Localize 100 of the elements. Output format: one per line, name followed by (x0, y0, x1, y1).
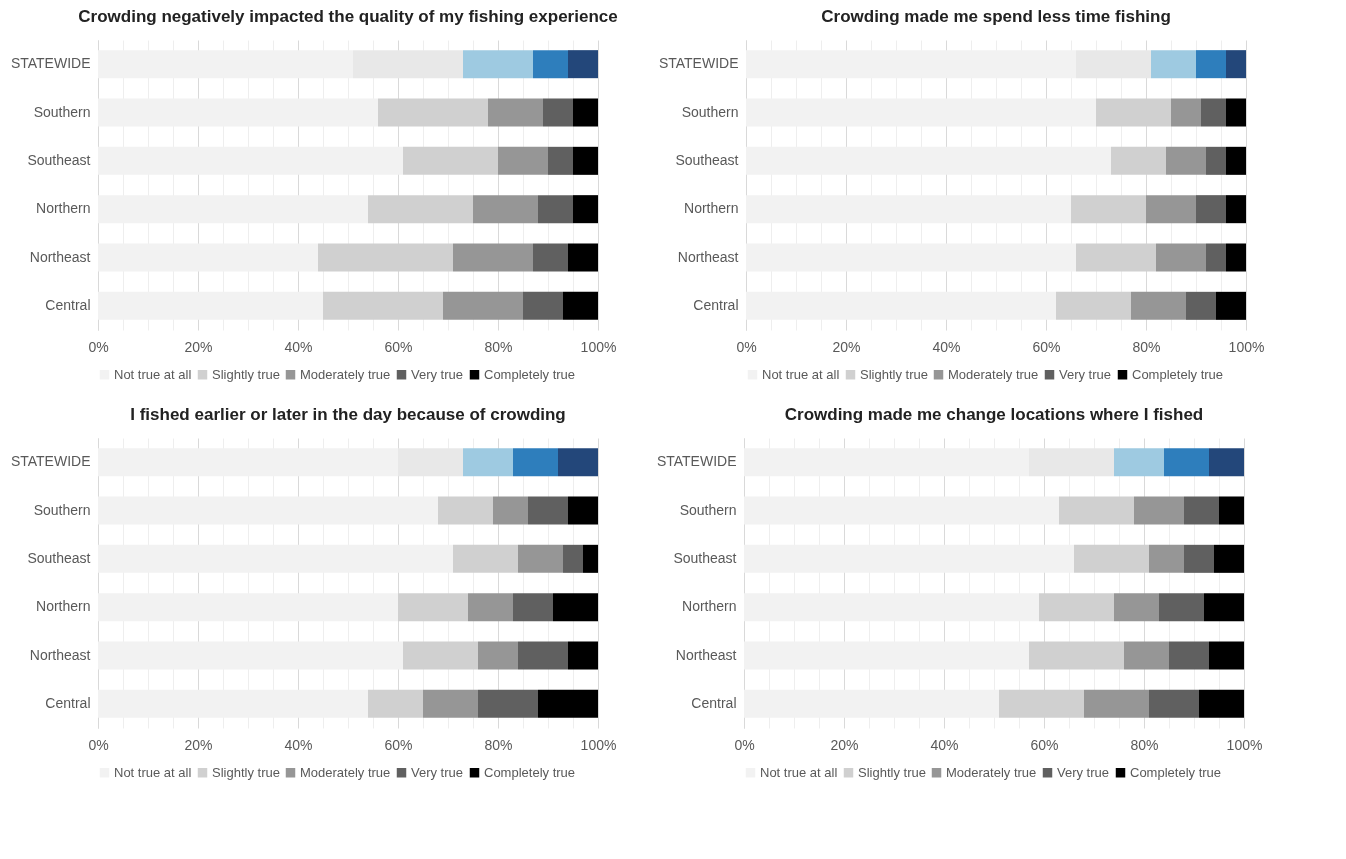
bar (583, 544, 598, 573)
bar (1134, 496, 1184, 525)
x-tick-label: 40% (284, 736, 313, 753)
legend-label: Very true (411, 764, 464, 780)
bar (438, 496, 493, 525)
bar (573, 98, 598, 127)
y-tick-label: Southeast (27, 151, 91, 168)
bar (513, 593, 553, 622)
bar (1071, 195, 1146, 224)
bar (568, 641, 598, 670)
bar (573, 146, 598, 175)
legend-label: Completely true (484, 366, 576, 382)
bar (1196, 195, 1226, 224)
bar (528, 496, 568, 525)
bar (573, 195, 598, 224)
bar (1199, 689, 1244, 718)
y-tick-label: Northern (36, 598, 91, 615)
x-tick-label: 80% (484, 338, 513, 355)
bar (1219, 496, 1244, 525)
x-tick-label: 60% (384, 736, 413, 753)
legend-label: Moderately true (948, 366, 1039, 382)
x-tick-label: 60% (384, 338, 413, 355)
bar (1184, 496, 1219, 525)
bar (478, 689, 538, 718)
x-tick-label: 80% (1132, 338, 1161, 355)
bar (568, 243, 598, 272)
bar (518, 544, 563, 573)
legend-label: Slightly true (860, 366, 928, 382)
bar (1151, 50, 1196, 79)
x-tick-label: 60% (1032, 338, 1061, 355)
y-tick-label: STATEWIDE (656, 453, 737, 470)
x-tick-label: 20% (830, 736, 859, 753)
bar (1171, 98, 1201, 127)
legend-label: Slightly true (212, 366, 280, 382)
legend-label: Moderately true (300, 366, 391, 382)
bar (1226, 195, 1246, 224)
chart-title: Crowding negatively impacted the quality of my fishing experience (78, 7, 618, 26)
bar (568, 496, 598, 525)
bar (1201, 98, 1226, 127)
x-tick-label: 0% (88, 736, 109, 753)
y-tick-label: STATEWIDE (658, 55, 739, 72)
y-tick-label: Northern (36, 200, 91, 217)
y-tick-label: Southern (33, 103, 91, 120)
chart-title: I fished earlier or later in the day because of crowding (130, 405, 566, 424)
legend-label: Not true at all (760, 764, 838, 780)
x-tick-label: 100% (1228, 338, 1265, 355)
bar (473, 195, 538, 224)
legend-label: Very true (1059, 366, 1112, 382)
bar (1124, 641, 1169, 670)
bar (1156, 243, 1206, 272)
bar (1114, 448, 1164, 477)
bar (1149, 544, 1184, 573)
bar (1149, 689, 1199, 718)
legend-label: Very true (1057, 764, 1110, 780)
bar (523, 291, 563, 320)
y-tick-label: Southern (679, 501, 737, 518)
y-tick-label: Northeast (677, 248, 739, 265)
bar (463, 50, 533, 79)
legend-label: Completely true (484, 764, 576, 780)
bar (1166, 146, 1206, 175)
y-tick-label: Central (693, 296, 739, 313)
legend-label: Completely true (1130, 764, 1222, 780)
chart-title: Crowding made me change locations where I fished (784, 405, 1204, 424)
legend-label: Slightly true (858, 764, 926, 780)
x-tick-label: 100% (1226, 736, 1263, 753)
bar (403, 146, 498, 175)
bar (463, 448, 513, 477)
bar (1184, 544, 1214, 573)
y-tick-label: Northeast (675, 646, 737, 663)
bar (1204, 593, 1244, 622)
x-tick-label: 0% (734, 736, 755, 753)
legend-label: Slightly true (212, 764, 280, 780)
bar (498, 146, 548, 175)
x-tick-label: 0% (736, 338, 757, 355)
x-tick-label: 40% (930, 736, 959, 753)
x-tick-label: 100% (580, 736, 617, 753)
bar (538, 195, 573, 224)
bar (403, 641, 478, 670)
x-tick-label: 100% (580, 338, 617, 355)
bar (553, 593, 598, 622)
bar (423, 689, 478, 718)
bar (1056, 291, 1131, 320)
bar (513, 448, 558, 477)
bar (488, 98, 543, 127)
bar (1146, 195, 1196, 224)
bar (1186, 291, 1216, 320)
bar (453, 243, 533, 272)
bar (1084, 689, 1149, 718)
bar (568, 50, 598, 79)
bar (1206, 243, 1226, 272)
bar (543, 98, 573, 127)
bar (1214, 544, 1244, 573)
bar (533, 243, 568, 272)
legend-label: Moderately true (946, 764, 1037, 780)
x-tick-label: 60% (1030, 736, 1059, 753)
bar (1131, 291, 1186, 320)
chart-title: Crowding made me spend less time fishing (821, 7, 1171, 26)
y-tick-label: Southeast (675, 151, 739, 168)
legend-label: Not true at all (114, 366, 192, 382)
bar (563, 544, 583, 573)
